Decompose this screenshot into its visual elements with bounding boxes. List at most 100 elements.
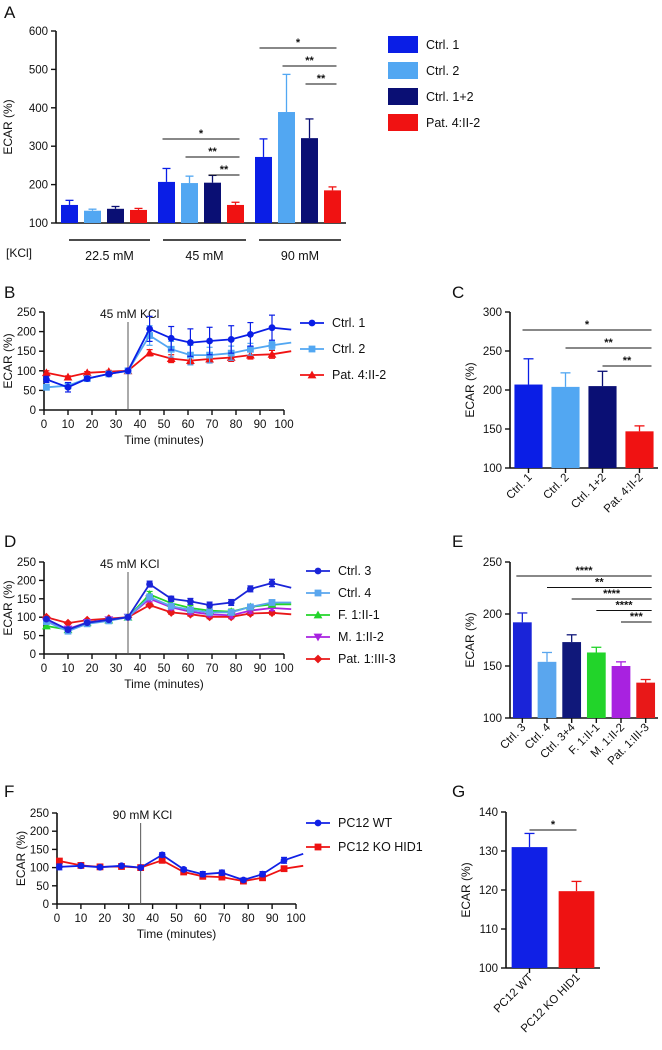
data-point: [167, 602, 175, 610]
data-point: [247, 603, 254, 611]
data-point: [124, 367, 132, 375]
significance-label: ***: [630, 611, 644, 623]
data-point: [180, 866, 188, 873]
data-point: [146, 325, 154, 333]
bar: [537, 661, 557, 718]
data-point: [63, 618, 73, 628]
x-tick-label: 50: [170, 913, 183, 925]
data-point: [247, 330, 254, 338]
y-axis-title: ECAR (%): [1, 333, 15, 388]
y-tick-label: 200: [17, 327, 36, 339]
data-point: [145, 600, 154, 610]
data-point: [64, 383, 72, 391]
y-axis-title: ECAR (%): [14, 831, 28, 886]
data-point: [42, 368, 51, 377]
legend-label: Pat. 4:II-2: [426, 116, 480, 130]
x-tick-label: 0: [54, 913, 60, 925]
data-point: [227, 599, 235, 606]
y-tick-label: 50: [23, 385, 36, 397]
data-point: [187, 606, 194, 614]
x-tick-label: 100: [274, 663, 293, 675]
data-point: [83, 375, 91, 383]
data-point: [268, 599, 276, 606]
x-tick-label: 60: [182, 419, 195, 431]
legend-label: Ctrl. 2: [332, 342, 365, 356]
data-point: [55, 857, 63, 865]
significance-label: **: [623, 355, 632, 367]
data-point: [43, 383, 50, 391]
x-tick-label: 10: [75, 913, 88, 925]
data-point: [124, 613, 132, 621]
y-tick-label: 100: [483, 713, 502, 725]
panel-label-c: C: [452, 283, 464, 302]
y-tick-label: 100: [483, 463, 502, 475]
significance-label: *: [199, 128, 204, 140]
legend-marker: [314, 843, 322, 851]
bar: [278, 112, 295, 223]
x-tick-label: 0: [41, 663, 47, 675]
y-tick-label: 150: [483, 424, 502, 436]
data-point: [77, 862, 85, 870]
data-point: [199, 870, 207, 878]
data-point: [206, 609, 213, 616]
y-tick-label: 200: [17, 575, 36, 587]
kcl-marker-label: 45 mM KCl: [100, 557, 159, 571]
x-axis-title: Time (minutes): [137, 927, 217, 941]
y-tick-label: 50: [23, 631, 36, 643]
y-tick-label: 100: [29, 218, 48, 230]
bar: [181, 183, 198, 223]
bar: [512, 622, 532, 718]
legend-marker: [313, 610, 323, 619]
y-tick-label: 300: [29, 141, 48, 153]
significance-label: **: [595, 577, 604, 589]
y-tick-label: 150: [30, 844, 49, 856]
x-tick-label: 70: [218, 913, 231, 925]
significance-label: ****: [615, 600, 633, 612]
data-point: [166, 354, 176, 363]
panel-label-g: G: [452, 782, 465, 801]
significance-label: *: [551, 819, 556, 831]
y-tick-label: 250: [17, 557, 36, 569]
panel-label-d: D: [4, 532, 16, 551]
bar: [611, 666, 631, 718]
data-point: [227, 336, 235, 343]
data-point: [118, 862, 125, 870]
y-tick-label: 300: [483, 307, 502, 319]
x-tick-label: 80: [230, 663, 243, 675]
significance-label: **: [604, 337, 613, 349]
data-point: [137, 864, 145, 871]
y-tick-label: 130: [479, 846, 498, 858]
data-point: [105, 616, 113, 624]
legend-label: PC12 WT: [338, 816, 393, 830]
bar: [586, 652, 606, 718]
data-point: [280, 865, 288, 873]
bar: [130, 209, 147, 223]
y-tick-label: 120: [479, 885, 498, 897]
data-point: [227, 609, 235, 616]
x-tick-label: Pat. 4:II-2: [602, 472, 646, 516]
legend-label: Pat. 1:III-3: [338, 652, 396, 666]
data-point: [43, 615, 50, 623]
data-point: [206, 601, 214, 609]
data-point: [82, 368, 92, 377]
legend-label: Pat. 4:II-2: [332, 368, 386, 382]
data-point: [96, 863, 104, 871]
y-tick-label: 100: [17, 612, 36, 624]
y-tick-label: 400: [29, 103, 48, 115]
y-tick-label: 250: [483, 346, 502, 358]
x-tick-label: 50: [158, 663, 171, 675]
y-tick-label: 100: [479, 963, 498, 975]
y-tick-label: 0: [30, 649, 36, 661]
legend-marker: [314, 589, 322, 597]
significance-label: **: [317, 73, 326, 85]
x-tick-label: 80: [242, 913, 255, 925]
data-point: [268, 341, 276, 349]
y-tick-label: 100: [17, 366, 36, 378]
x-tick-label: 10: [62, 663, 75, 675]
data-point: [247, 345, 254, 353]
bar: [324, 190, 341, 223]
x-tick-label: 40: [146, 913, 159, 925]
